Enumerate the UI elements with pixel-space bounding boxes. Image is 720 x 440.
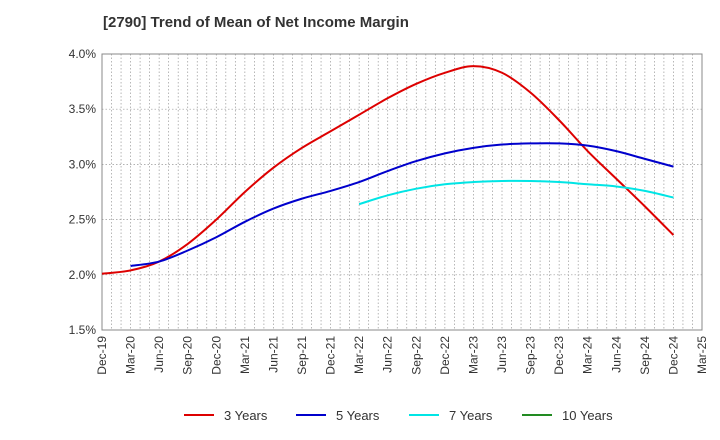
x-tick-label: Dec-23 <box>552 336 566 375</box>
x-tick-label: Jun-23 <box>495 336 509 373</box>
chart-title: [2790] Trend of Mean of Net Income Margi… <box>103 14 409 31</box>
x-tick-label: Jun-21 <box>266 336 280 373</box>
x-tick-label: Jun-22 <box>381 336 395 373</box>
series-line-5-years <box>130 142 674 267</box>
x-tick-label: Sep-20 <box>181 336 195 375</box>
x-tick-label: Jun-24 <box>609 336 623 373</box>
legend-label-7-years: 7 Years <box>449 408 493 423</box>
x-tick-label: Dec-20 <box>209 336 223 375</box>
series-line-3-years <box>101 65 675 275</box>
x-tick-label: Dec-24 <box>666 336 680 375</box>
y-tick-label: 4.0% <box>69 47 97 61</box>
x-tick-label: Dec-21 <box>324 336 338 375</box>
x-tick-label: Mar-24 <box>581 336 595 374</box>
y-tick-label: 3.0% <box>69 157 97 171</box>
plot-frame <box>101 53 703 331</box>
series-line-7-years <box>358 179 674 206</box>
legend-label-10-years: 10 Years <box>562 408 613 423</box>
y-tick-label: 3.5% <box>69 102 97 116</box>
x-tick-label: Sep-22 <box>409 336 423 375</box>
x-tick-label: Jun-20 <box>152 336 166 373</box>
x-tick-label: Sep-24 <box>638 336 652 375</box>
y-tick-label: 1.5% <box>69 323 97 337</box>
x-tick-label: Mar-20 <box>124 336 138 374</box>
x-tick-label: Mar-25 <box>695 336 709 374</box>
x-tick-label: Sep-21 <box>295 336 309 375</box>
legend-label-5-years: 5 Years <box>336 408 380 423</box>
legend-label-3-years: 3 Years <box>224 408 268 423</box>
x-tick-label: Mar-23 <box>466 336 480 374</box>
x-tick-label: Dec-22 <box>438 336 452 375</box>
y-tick-label: 2.0% <box>69 268 97 282</box>
x-tick-label: Mar-22 <box>352 336 366 374</box>
x-tick-label: Mar-21 <box>238 336 252 374</box>
y-tick-label: 2.5% <box>69 213 97 227</box>
x-tick-label: Sep-23 <box>524 336 538 375</box>
x-tick-label: Dec-19 <box>95 336 109 375</box>
